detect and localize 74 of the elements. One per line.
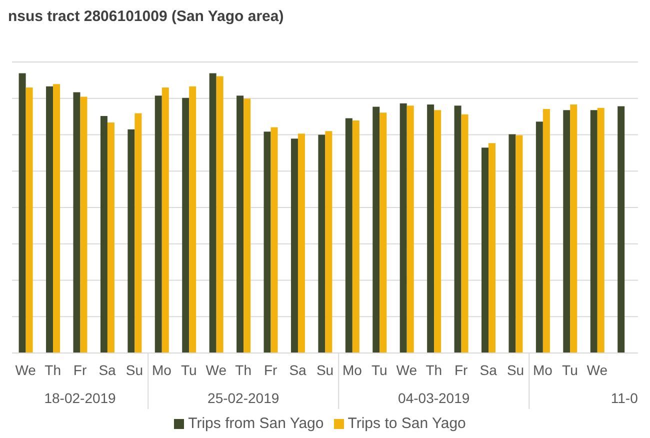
bar — [154, 96, 162, 353]
chart-title: nsus tract 2806101009 (San Yago area) — [8, 8, 285, 27]
bar — [73, 92, 80, 353]
x-tick-label: Fr — [73, 362, 87, 378]
bar — [162, 87, 169, 353]
bar — [618, 106, 625, 353]
text: 11-0 — [610, 390, 638, 406]
x-tick-label: We — [396, 362, 418, 378]
x-tick-label: Sa — [98, 362, 116, 378]
bar — [100, 116, 108, 353]
bar — [318, 134, 326, 353]
bar — [264, 132, 271, 353]
x-tick-label: Th — [235, 362, 252, 378]
x-tick-label: Tu — [372, 362, 388, 378]
bar — [536, 122, 543, 353]
bar — [542, 109, 550, 353]
bar — [216, 76, 224, 353]
x-tick-label: Mo — [342, 362, 362, 378]
bar — [244, 98, 251, 353]
bar — [516, 135, 523, 353]
bar — [270, 127, 278, 353]
bar — [563, 110, 570, 353]
bar — [590, 110, 598, 353]
x-tick-label: Su — [506, 362, 524, 378]
bar — [182, 98, 190, 353]
x-tick-label: Tu — [181, 362, 197, 378]
bar — [454, 106, 462, 353]
bar — [570, 104, 578, 353]
x-tick-label: Su — [316, 362, 334, 378]
legend-label: Trips to San Yago — [348, 415, 466, 432]
x-tick-label: Su — [126, 362, 144, 378]
bar — [352, 120, 360, 353]
x-tick-label: Fr — [454, 362, 468, 378]
bar — [400, 103, 407, 353]
bar — [482, 148, 488, 353]
x-tick-label: Tu — [562, 362, 578, 378]
x-tick-label: Th — [44, 362, 61, 378]
bar — [290, 138, 298, 353]
bar — [189, 86, 196, 353]
x-tick-label: Mo — [152, 362, 172, 378]
bar — [18, 73, 26, 353]
x-tick-label: We — [15, 362, 36, 378]
bar — [53, 84, 60, 353]
bar — [345, 118, 352, 353]
bar — [461, 114, 468, 353]
bar — [107, 122, 114, 353]
text: 18-02-2019 — [44, 390, 116, 406]
bar — [488, 143, 496, 353]
x-tick-label: Fr — [264, 362, 278, 378]
bar — [134, 113, 142, 353]
bar — [236, 96, 244, 353]
text: 04-03-2019 — [398, 390, 470, 406]
x-tick-label: Sa — [289, 362, 307, 378]
bar — [80, 96, 88, 353]
bar — [325, 131, 332, 353]
x-tick-label: We — [206, 362, 227, 378]
bar — [434, 110, 442, 353]
bar — [46, 86, 54, 353]
text: 25-02-2019 — [208, 390, 280, 406]
x-tick-label: Mo — [533, 362, 553, 378]
bar — [372, 106, 380, 353]
bar — [380, 112, 387, 353]
bar — [128, 129, 135, 353]
x-tick-label: Sa — [480, 362, 498, 378]
legend-label: Trips from San Yago — [188, 415, 324, 432]
bar — [597, 108, 604, 353]
x-tick-label: Th — [426, 362, 442, 378]
bar — [406, 106, 414, 353]
bar — [209, 73, 216, 353]
bar — [26, 87, 33, 353]
bar — [427, 104, 434, 353]
bar — [298, 134, 305, 353]
bar — [508, 134, 516, 353]
x-tick-label: We — [586, 362, 608, 378]
